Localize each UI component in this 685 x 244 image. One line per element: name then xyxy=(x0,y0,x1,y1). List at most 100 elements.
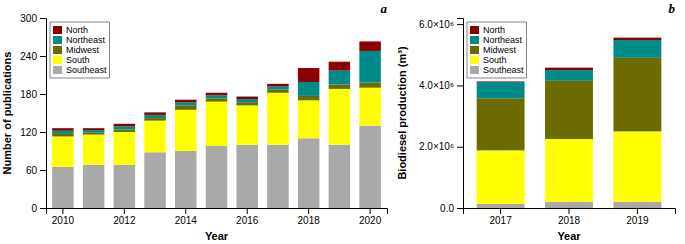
y-tick-label: 300 xyxy=(20,13,37,24)
bar-segment xyxy=(329,85,351,89)
x-tick-mark xyxy=(308,208,309,214)
bar-segment xyxy=(52,128,74,131)
bar-segment xyxy=(114,129,136,132)
bar-segment xyxy=(359,51,381,83)
series-3 xyxy=(477,40,662,98)
legend-swatch xyxy=(470,66,479,74)
bars xyxy=(477,38,662,208)
bar-segment xyxy=(114,165,136,208)
legend-swatch xyxy=(53,56,62,64)
y-tick-mark xyxy=(40,56,46,57)
x-axis: 201020122014201620182020 xyxy=(47,208,388,226)
legend-entry: Northeast xyxy=(483,35,523,45)
bar-segment xyxy=(236,97,258,100)
legend-swatch xyxy=(53,36,62,44)
y-tick-mark xyxy=(40,170,46,171)
bar-segment xyxy=(175,100,197,103)
y-tick-mark xyxy=(40,18,46,19)
y-tick-label: 180 xyxy=(20,89,37,100)
y-tick-mark xyxy=(40,132,46,133)
bar-segment xyxy=(545,81,593,139)
bar-segment xyxy=(267,93,289,145)
bar-segment xyxy=(545,70,593,81)
y-tick: 0.0 xyxy=(440,203,463,214)
y-tick: 6.0×10⁶ xyxy=(419,19,463,30)
bar-segment xyxy=(83,165,105,208)
x-tick: 2016 xyxy=(236,208,259,226)
y-axis-title: Biodiesel production (m³) xyxy=(396,46,408,180)
x-tick-label: 2020 xyxy=(359,215,382,226)
bar-segment xyxy=(236,99,258,102)
bar-segment xyxy=(114,124,136,127)
bar-segment xyxy=(52,136,74,166)
x-tick-label: 2017 xyxy=(489,215,512,226)
bar-segment xyxy=(613,40,661,58)
legend-swatch xyxy=(470,36,479,44)
bar-segment xyxy=(329,89,351,145)
bar-segment xyxy=(545,68,593,70)
bar-segment xyxy=(545,139,593,202)
legend-entry: Midwest xyxy=(483,45,517,55)
y-tick: 180 xyxy=(20,89,46,100)
bar-segment xyxy=(83,130,105,133)
bar-segment xyxy=(236,102,258,105)
legend-entry: South xyxy=(483,55,507,65)
x-tick: 2017 xyxy=(489,208,512,226)
y-tick: 60 xyxy=(26,165,46,176)
bar-segment xyxy=(206,93,228,96)
legend-entry: Southeast xyxy=(483,65,524,75)
x-axis-line xyxy=(464,209,676,215)
bar-segment xyxy=(267,84,289,87)
bar-segment xyxy=(477,98,525,150)
x-tick: 2019 xyxy=(626,208,649,226)
legend-swatch xyxy=(470,46,479,54)
legend-swatch xyxy=(470,26,479,34)
y-tick: 2.0×10⁶ xyxy=(419,141,463,152)
bar-segment xyxy=(359,83,381,88)
bar-segment xyxy=(114,126,136,129)
legend-swatch xyxy=(53,66,62,74)
bar-segment xyxy=(52,134,74,137)
bar-segment xyxy=(545,202,593,208)
y-tick: 240 xyxy=(20,51,46,62)
y-tick-label: 6.0×10⁶ xyxy=(419,19,454,30)
series-2 xyxy=(477,58,662,151)
x-tick: 2014 xyxy=(175,208,198,226)
bar-segment xyxy=(613,131,661,201)
legend-entry: South xyxy=(66,55,90,65)
bar-segment xyxy=(114,132,136,165)
bar-segment xyxy=(613,58,661,132)
bar-segment xyxy=(144,118,166,121)
bars xyxy=(52,41,381,208)
panel-label: a xyxy=(381,1,388,16)
y-tick-mark xyxy=(457,85,463,86)
legend-swatch xyxy=(53,46,62,54)
legend: NorthNortheastMidwestSouthSoutheast xyxy=(50,22,110,78)
legend: NorthNortheastMidwestSouthSoutheast xyxy=(467,22,527,78)
bar-segment xyxy=(329,145,351,208)
legend-entry: North xyxy=(66,25,88,35)
bar-segment xyxy=(267,145,289,208)
bar-segment xyxy=(329,71,351,85)
legend-frame xyxy=(50,22,110,78)
bar-segment xyxy=(298,138,320,208)
legend-entry: North xyxy=(483,25,505,35)
y-tick-label: 60 xyxy=(26,165,38,176)
bar-segment xyxy=(236,105,258,144)
bar-segment xyxy=(144,115,166,118)
bar-segment xyxy=(359,126,381,208)
x-tick-label: 2019 xyxy=(626,215,649,226)
y-tick-label: 0 xyxy=(31,203,37,214)
x-tick-mark xyxy=(124,208,125,214)
bar-segment xyxy=(144,112,166,115)
bar-segment xyxy=(359,41,381,51)
x-tick: 2010 xyxy=(52,208,75,226)
x-tick-mark xyxy=(185,208,186,214)
bar-segment xyxy=(83,133,105,135)
y-tick-mark xyxy=(457,147,463,148)
y-tick-mark xyxy=(457,208,463,209)
y-axis: 0.0 2.0×10⁶ 4.0×10⁶ 6.0×10⁶ xyxy=(419,19,463,214)
y-tick: 0 xyxy=(31,203,46,214)
y-tick: 4.0×10⁶ xyxy=(419,80,463,91)
y-tick-label: 0.0 xyxy=(440,203,454,214)
